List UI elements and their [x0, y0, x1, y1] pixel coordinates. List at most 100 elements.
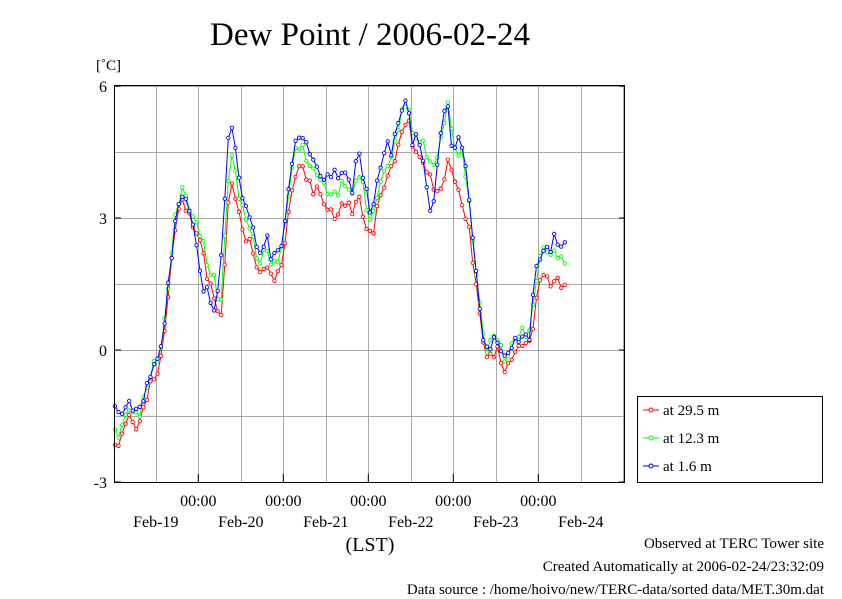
- data-point: [516, 343, 521, 349]
- data-point: [502, 353, 507, 358]
- data-point: [250, 251, 256, 256]
- data-point: [428, 172, 433, 177]
- data-point: [353, 178, 358, 183]
- data-point: [413, 131, 419, 137]
- x-time-label: 00:00: [350, 493, 386, 510]
- data-point: [481, 337, 486, 343]
- data-point: [275, 269, 281, 274]
- data-point: [399, 129, 405, 134]
- data-point: [491, 335, 497, 340]
- data-point: [240, 202, 245, 208]
- data-point: [353, 199, 358, 205]
- y-tick-label: 3: [99, 211, 107, 228]
- series-3: [112, 98, 567, 417]
- data-point: [190, 222, 196, 227]
- data-point: [477, 306, 482, 311]
- data-point: [183, 196, 188, 202]
- data-point: [116, 409, 121, 415]
- data-point: [467, 224, 472, 229]
- data-point: [371, 201, 376, 207]
- data-point: [509, 357, 514, 362]
- data-point: [552, 231, 557, 237]
- x-axis-label: (LST): [346, 534, 395, 556]
- data-point: [208, 300, 213, 305]
- data-point: [548, 284, 553, 289]
- data-point: [350, 190, 355, 196]
- data-point: [151, 377, 157, 382]
- data-point: [183, 208, 188, 213]
- data-point: [197, 234, 203, 239]
- data-point: [165, 280, 171, 285]
- y-axis-unit-label: [˚C]: [96, 58, 121, 74]
- data-point: [431, 162, 436, 168]
- data-point: [261, 244, 266, 249]
- x-date-label: Feb-24: [558, 514, 603, 531]
- data-point: [194, 231, 199, 236]
- data-point: [162, 321, 167, 326]
- data-point: [530, 292, 536, 298]
- series-line: [114, 98, 566, 415]
- data-point: [325, 191, 330, 197]
- data-point: [442, 108, 447, 113]
- data-point: [552, 248, 557, 253]
- data-point: [268, 262, 273, 267]
- data-point: [495, 340, 500, 345]
- data-point: [516, 334, 521, 340]
- x-time-label: 00:00: [180, 493, 216, 510]
- data-point: [530, 326, 536, 332]
- data-point: [544, 274, 550, 279]
- data-point: [505, 350, 511, 356]
- data-point: [307, 152, 312, 157]
- data-point: [148, 374, 153, 379]
- series-2: [112, 100, 567, 440]
- data-point: [265, 265, 270, 270]
- data-point: [272, 250, 277, 256]
- data-point: [541, 248, 546, 253]
- data-point: [537, 277, 543, 283]
- data-point: [289, 188, 295, 193]
- data-point: [382, 185, 387, 190]
- data-point: [484, 344, 490, 349]
- data-point: [194, 220, 199, 225]
- data-point: [382, 151, 387, 156]
- data-point: [470, 235, 475, 240]
- data-point: [442, 177, 447, 182]
- data-point: [127, 408, 132, 413]
- data-point: [212, 296, 217, 301]
- data-point: [357, 194, 362, 199]
- data-point: [236, 196, 242, 201]
- data-point: [258, 269, 263, 275]
- data-point: [445, 100, 451, 105]
- legend-swatch-marker: [648, 463, 654, 469]
- data-point: [555, 242, 560, 247]
- data-point: [297, 147, 302, 152]
- data-point: [463, 163, 468, 169]
- data-point: [279, 262, 284, 268]
- data-point: [428, 208, 433, 214]
- data-point: [233, 145, 238, 151]
- data-point: [332, 216, 337, 222]
- data-point: [219, 253, 224, 258]
- data-point: [176, 201, 181, 207]
- data-point: [332, 189, 337, 194]
- data-point: [215, 288, 220, 293]
- data-point: [304, 158, 309, 164]
- data-point: [385, 139, 390, 144]
- data-point: [328, 192, 334, 197]
- data-point: [201, 289, 206, 294]
- data-point: [513, 349, 518, 355]
- data-point: [484, 350, 490, 355]
- data-point: [194, 243, 199, 248]
- data-point: [119, 431, 125, 436]
- data-point: [435, 162, 440, 167]
- data-point: [445, 104, 451, 109]
- data-point: [222, 233, 227, 238]
- data-point: [562, 261, 567, 266]
- data-point: [360, 214, 366, 219]
- data-point: [417, 142, 422, 148]
- data-point: [300, 136, 305, 141]
- data-point: [374, 203, 380, 209]
- data-point: [520, 334, 525, 339]
- data-point: [243, 203, 249, 209]
- data-point: [311, 192, 316, 197]
